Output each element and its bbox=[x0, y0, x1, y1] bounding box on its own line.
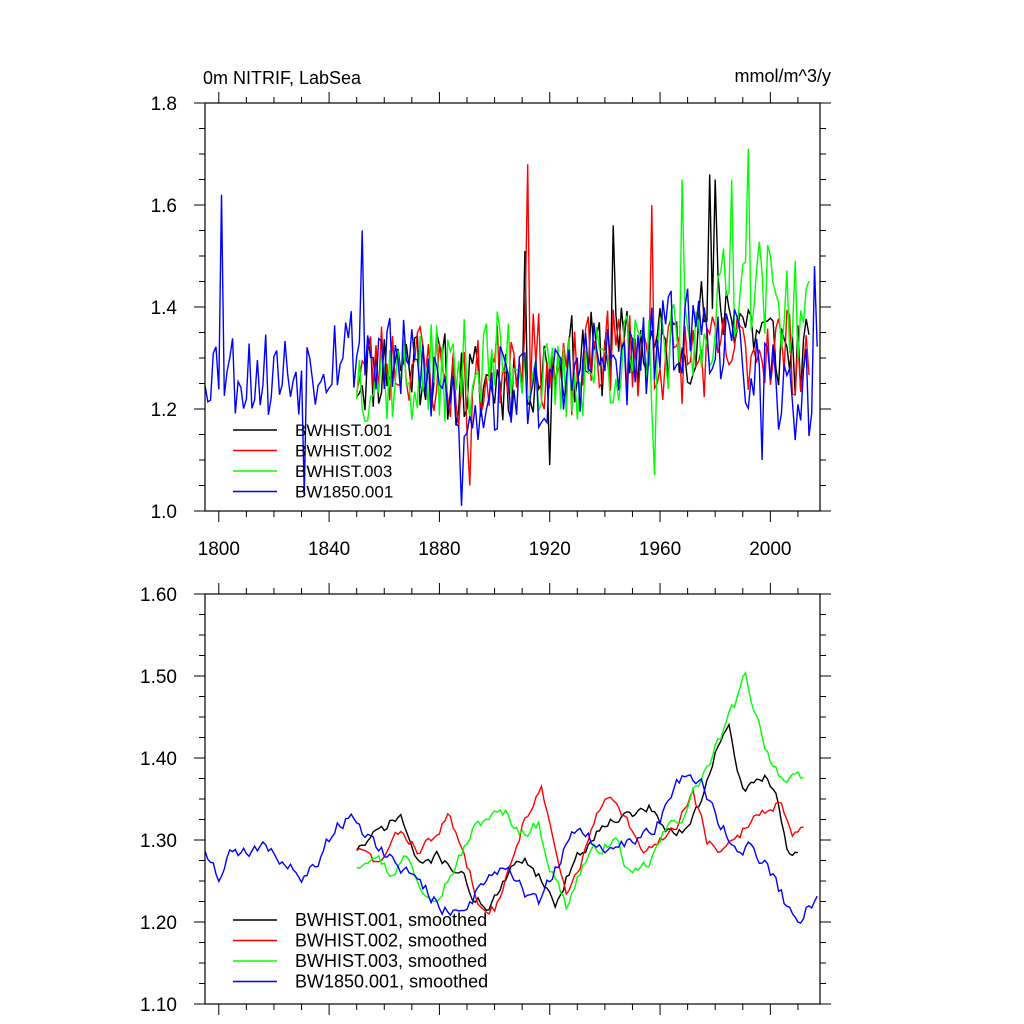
x-tick-label: 1840 bbox=[308, 539, 350, 560]
y-tick-label: 1.30 bbox=[140, 831, 177, 852]
x-tick-label: 2000 bbox=[749, 539, 791, 560]
chart-panel-2: 1.10 1.20 1.30 1.40 1.50 1.60 BWHIST.001, smoo… bbox=[140, 583, 831, 1016]
y-tick-label: 1.20 bbox=[140, 913, 177, 934]
x-tick-label: 1960 bbox=[639, 539, 681, 560]
y-tick-label: 1.2 bbox=[151, 400, 177, 421]
series-line-1 bbox=[356, 722, 798, 911]
y-tick-label: 1.60 bbox=[140, 585, 177, 606]
y-tick-label: 1.8 bbox=[151, 94, 177, 115]
chart-panel-1: 1800 1840 1880 1920 1960 2000 1.0 1.2 1.4 1.6 1.8 B… bbox=[151, 92, 831, 560]
legend-label: BWHIST.002 bbox=[295, 442, 392, 461]
y-tick-label: 1.10 bbox=[140, 995, 177, 1016]
series-line-3 bbox=[356, 670, 804, 911]
legend-label: BW1850.001, smoothed bbox=[295, 972, 488, 992]
y-tick-label: 1.4 bbox=[151, 298, 178, 319]
legend-label: BWHIST.001 bbox=[295, 421, 392, 440]
series-line-4 bbox=[205, 773, 818, 924]
series-line-4 bbox=[205, 194, 818, 506]
legend-label: BWHIST.003, smoothed bbox=[295, 951, 487, 971]
legend-label: BWHIST.003 bbox=[295, 462, 392, 481]
legend-label: BWHIST.002, smoothed bbox=[295, 931, 487, 951]
x-tick-label: 1920 bbox=[529, 539, 571, 560]
x-tick-label: 1880 bbox=[418, 539, 460, 560]
series-line-3 bbox=[356, 148, 810, 476]
series-line-1 bbox=[356, 174, 810, 466]
series-line-2 bbox=[356, 164, 810, 486]
series-lines bbox=[205, 670, 818, 924]
y-tick-label: 1.40 bbox=[140, 749, 177, 770]
chart-units: mmol/m^3/y bbox=[735, 66, 831, 86]
x-tick-label: 1800 bbox=[198, 539, 240, 560]
y-tick-label: 1.50 bbox=[140, 667, 177, 688]
chart-title: 0m NITRIF, LabSea bbox=[203, 68, 362, 88]
y-tick-label: 1.0 bbox=[151, 502, 177, 523]
chart-panels: 1800 1840 1880 1920 1960 2000 1.0 1.2 1.4 1.6 1.8 B… bbox=[140, 92, 831, 1016]
legend-label: BWHIST.001, smoothed bbox=[295, 910, 487, 930]
legend-label: BW1850.001 bbox=[295, 483, 393, 502]
y-tick-label: 1.6 bbox=[151, 196, 177, 217]
series-lines bbox=[205, 148, 818, 506]
